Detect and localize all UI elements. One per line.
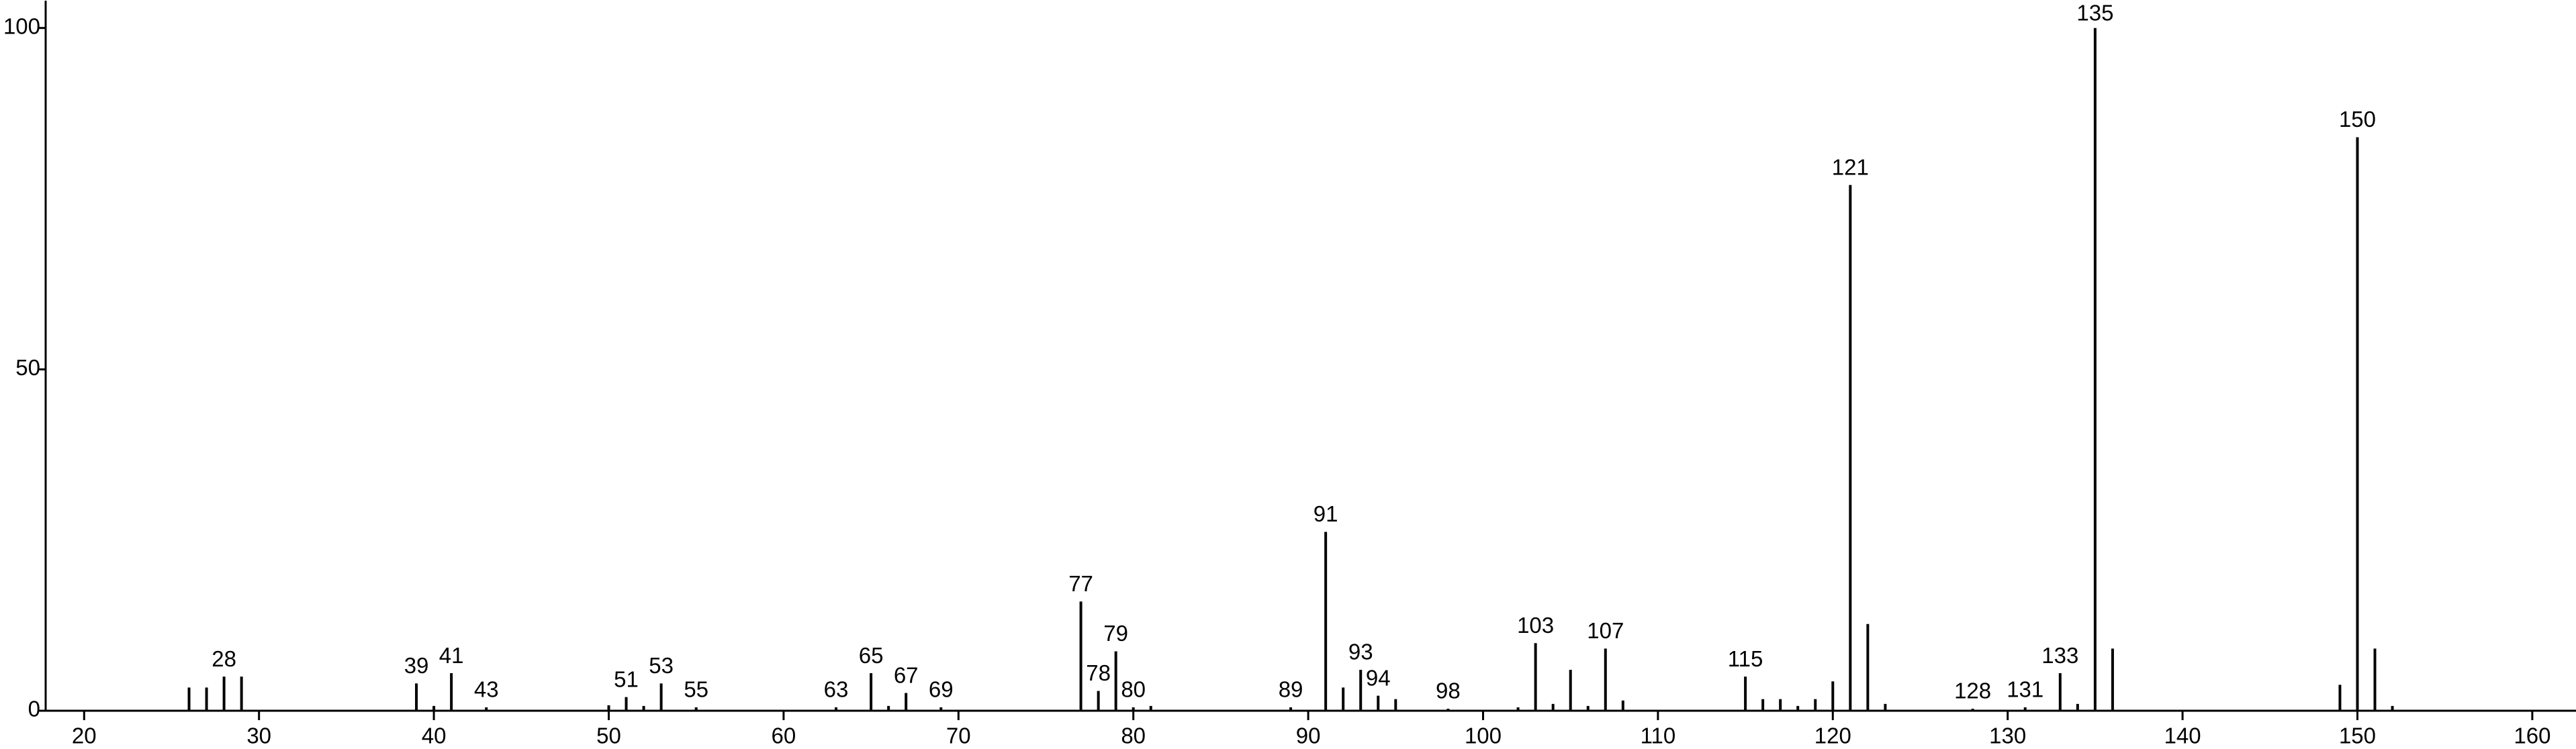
peak-label: 63 — [824, 677, 849, 702]
peak-label: 78 — [1086, 660, 1111, 685]
peak-label: 135 — [2076, 1, 2113, 26]
x-tick-label: 130 — [1989, 723, 2026, 748]
x-tick-label: 140 — [2164, 723, 2201, 748]
peak-label: 131 — [2007, 677, 2043, 702]
x-tick-label: 50 — [596, 723, 621, 748]
peak-label: 89 — [1279, 677, 1303, 702]
peak-label: 121 — [1832, 154, 1869, 179]
peak-label: 103 — [1517, 613, 1554, 638]
peak-label: 91 — [1314, 501, 1338, 526]
y-tick-label: 0 — [28, 697, 40, 721]
peak-label: 67 — [894, 662, 919, 687]
peak-label: 107 — [1587, 618, 1624, 643]
peak-label: 79 — [1103, 621, 1128, 646]
peak-label: 94 — [1366, 665, 1391, 690]
y-tick-label: 50 — [15, 355, 40, 380]
x-tick-label: 80 — [1121, 723, 1146, 748]
peak-label: 51 — [614, 666, 639, 691]
peak-label: 115 — [1728, 646, 1763, 671]
peak-label: 55 — [684, 677, 708, 702]
peak-label: 93 — [1348, 640, 1373, 664]
peak-label: 128 — [1954, 679, 1991, 703]
peak-label: 133 — [2041, 643, 2078, 668]
x-tick-label: 110 — [1641, 723, 1676, 748]
x-tick-label: 90 — [1296, 723, 1321, 748]
peak-label: 98 — [1436, 679, 1461, 703]
peak-label: 69 — [929, 677, 954, 702]
peak-label: 77 — [1068, 571, 1093, 596]
peak-label: 65 — [859, 643, 884, 668]
x-tick-label: 30 — [246, 723, 271, 748]
peak-label: 41 — [439, 643, 464, 668]
peak-label: 53 — [649, 653, 674, 678]
x-tick-label: 120 — [1814, 723, 1851, 748]
peak-label: 80 — [1121, 677, 1146, 702]
x-tick-label: 160 — [2514, 723, 2550, 748]
x-tick-label: 20 — [72, 723, 97, 748]
x-tick-label: 70 — [946, 723, 971, 748]
y-tick-label: 100 — [3, 13, 40, 38]
x-tick-label: 40 — [422, 723, 447, 748]
x-tick-label: 150 — [2339, 723, 2376, 748]
peak-label: 39 — [404, 653, 429, 678]
x-tick-label: 60 — [772, 723, 796, 748]
x-tick-label: 100 — [1465, 723, 1502, 748]
peak-label: 28 — [212, 646, 236, 671]
peak-label: 150 — [2339, 107, 2376, 132]
peak-label: 43 — [474, 677, 499, 702]
